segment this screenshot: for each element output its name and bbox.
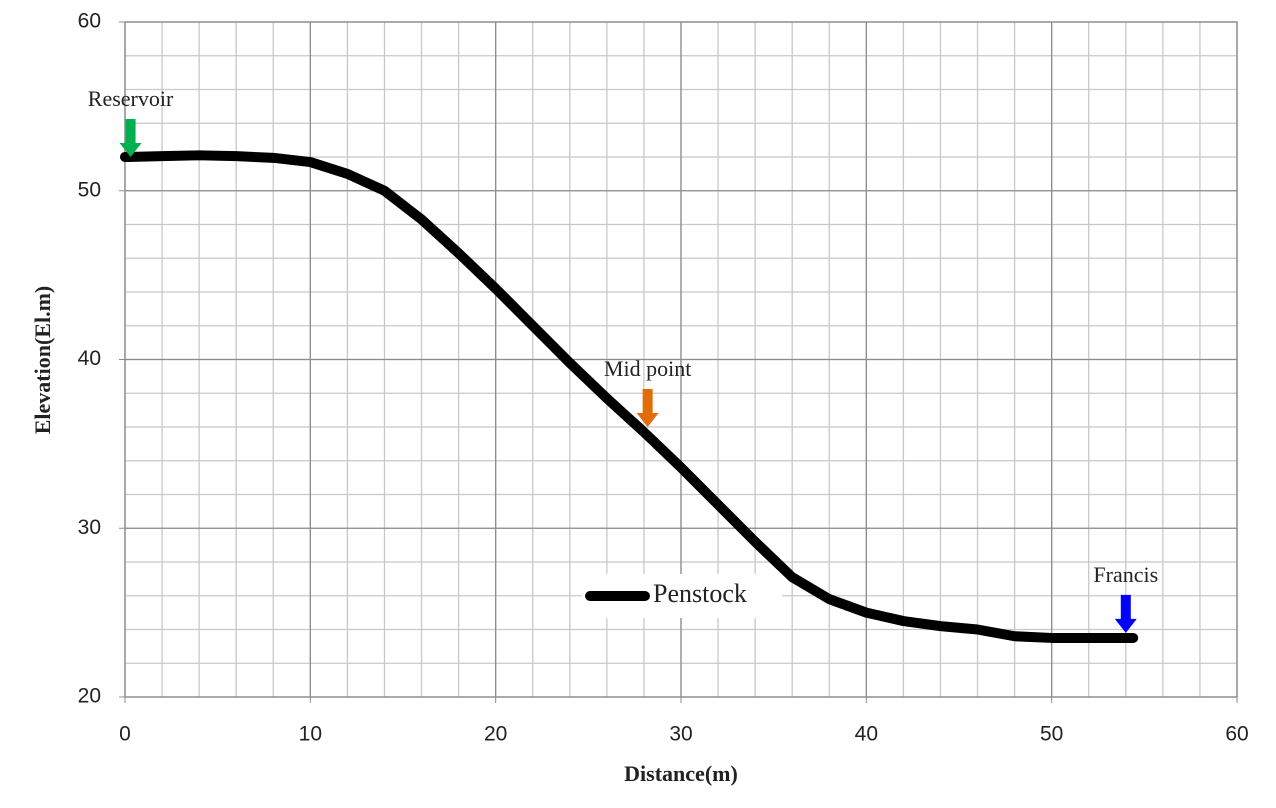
- annotation-arrow: [636, 389, 659, 427]
- series-line: [120, 150, 1139, 643]
- annotation: Mid point: [604, 356, 691, 427]
- x-tick-label: 0: [119, 723, 131, 746]
- annotation-arrow: [119, 119, 142, 157]
- plot-frame: [124, 21, 1238, 698]
- x-tick-label: 60: [1225, 723, 1248, 746]
- annotation: Francis: [1093, 562, 1158, 633]
- x-tick-label: 30: [669, 723, 692, 746]
- annotation-arrow: [1114, 594, 1137, 633]
- legend-label: Penstock: [653, 579, 747, 608]
- y-tick-label: 60: [78, 10, 101, 33]
- x-tick-label: 10: [299, 723, 322, 746]
- x-tick-label: 20: [484, 723, 507, 746]
- annotation-label: Reservoir: [88, 86, 174, 111]
- x-tick-label: 40: [855, 723, 878, 746]
- annotation: Reservoir: [88, 86, 174, 157]
- x-tick-label: 50: [1040, 723, 1063, 746]
- y-axis-title: Elevation(El.m): [30, 286, 55, 435]
- y-tick-label: 20: [78, 685, 101, 708]
- y-tick-label: 30: [78, 516, 101, 539]
- annotation-label: Francis: [1093, 562, 1158, 587]
- x-axis-title: Distance(m): [624, 761, 738, 786]
- annotation-label: Mid point: [604, 356, 691, 381]
- y-tick-label: 50: [78, 178, 101, 201]
- y-tick-label: 40: [78, 347, 101, 370]
